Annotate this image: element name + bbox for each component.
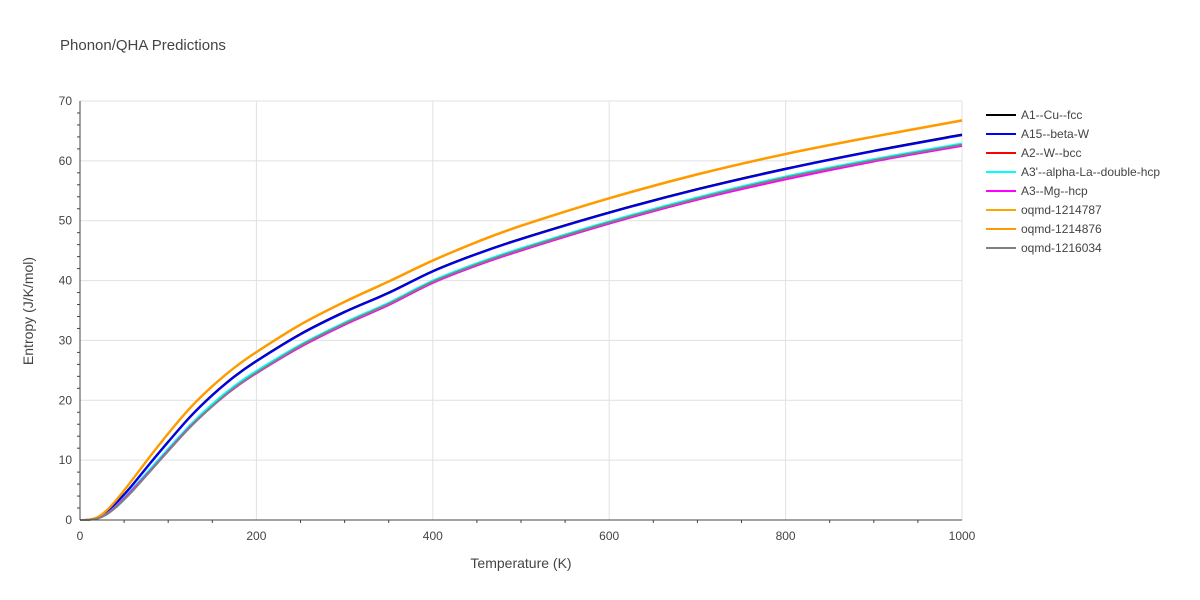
legend-label: A3--Mg--hcp xyxy=(1021,184,1088,198)
axes xyxy=(77,101,962,523)
y-tick-label: 10 xyxy=(59,453,73,467)
series-line-3 xyxy=(79,142,963,521)
y-tick-label: 20 xyxy=(59,393,73,407)
series-line-2 xyxy=(79,143,963,521)
x-tick-label: 0 xyxy=(77,529,84,543)
legend-label: A1--Cu--fcc xyxy=(1021,108,1082,122)
legend-item[interactable]: oqmd-1214787 xyxy=(986,203,1102,217)
y-tick-label: 70 xyxy=(59,94,73,108)
y-tick-label: 40 xyxy=(59,274,73,288)
legend-label: A3'--alpha-La--double-hcp xyxy=(1021,165,1160,179)
series-line-7 xyxy=(79,143,963,521)
legend-label: A15--beta-W xyxy=(1021,127,1090,141)
x-tick-label: 600 xyxy=(599,529,619,543)
legend-item[interactable]: A3--Mg--hcp xyxy=(986,184,1088,198)
series-line-0 xyxy=(79,133,963,521)
y-axis-title: Entropy (J/K/mol) xyxy=(20,257,36,365)
legend-item[interactable]: A2--W--bcc xyxy=(986,146,1081,160)
x-tick-label: 200 xyxy=(246,529,266,543)
legend-label: oqmd-1214876 xyxy=(1021,222,1102,236)
legend-label: oqmd-1216034 xyxy=(1021,241,1102,255)
legend-item[interactable]: A15--beta-W xyxy=(986,127,1090,141)
series-line-1 xyxy=(79,134,963,521)
y-tick-label: 60 xyxy=(59,154,73,168)
legend-label: oqmd-1214787 xyxy=(1021,203,1102,217)
legend: A1--Cu--fcc A15--beta-W A2--W--bcc A3'--alp… xyxy=(986,108,1160,255)
plot-lines xyxy=(79,119,963,521)
legend-label: A2--W--bcc xyxy=(1021,146,1081,160)
legend-item[interactable]: A1--Cu--fcc xyxy=(986,108,1082,122)
y-tick-label: 0 xyxy=(65,513,72,527)
y-axis-ticks: 0 10 20 30 40 50 60 70 xyxy=(59,94,73,527)
y-tick-label: 50 xyxy=(59,214,73,228)
legend-item[interactable]: A3'--alpha-La--double-hcp xyxy=(986,165,1160,179)
series-line-6 xyxy=(79,119,963,521)
y-tick-label: 30 xyxy=(59,333,73,347)
x-tick-label: 1000 xyxy=(949,529,976,543)
legend-item[interactable]: oqmd-1214876 xyxy=(986,222,1102,236)
series-line-4 xyxy=(79,144,963,521)
legend-item[interactable]: oqmd-1216034 xyxy=(986,241,1102,255)
chart-title: Phonon/QHA Predictions xyxy=(60,37,226,54)
x-tick-label: 400 xyxy=(423,529,443,543)
x-axis-title: Temperature (K) xyxy=(470,555,571,571)
x-axis-ticks: 0 200 400 600 800 1000 xyxy=(77,529,976,543)
x-tick-label: 800 xyxy=(776,529,796,543)
grid xyxy=(80,100,963,520)
